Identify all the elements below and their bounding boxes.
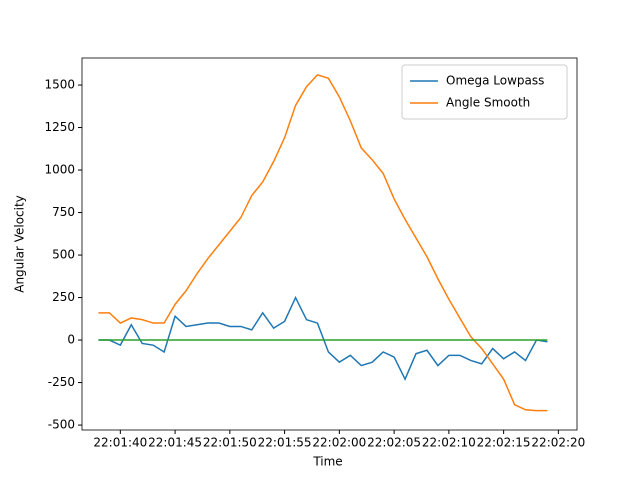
x-tick-label: 22:01:40 [93,436,147,450]
line-series [98,295,548,381]
y-tick-label: 750 [52,205,75,219]
x-tick-label: 22:02:15 [477,436,531,450]
y-axis-label: Angular Velocity [13,195,27,293]
y-tick-label: 250 [52,290,75,304]
y-tick-label: -250 [48,375,75,389]
x-tick-label: 22:02:05 [367,436,421,450]
y-tick-label: 1000 [44,163,75,177]
plot-frame [81,57,578,431]
x-tick-label: 22:01:50 [203,436,257,450]
x-tick-label: 22:02:00 [312,436,366,450]
x-axis-label: Time [312,455,342,469]
y-tick-label: 1500 [44,78,75,92]
x-tick-label: 22:01:45 [148,436,202,450]
y-tick-label: 500 [52,248,75,262]
line-series [98,73,548,412]
y-tick-label: 0 [67,333,75,347]
x-tick-label: 22:01:55 [258,436,312,450]
y-tick-label: 1250 [44,120,75,134]
x-tick-label: 22:02:10 [422,436,476,450]
y-tick-label: -500 [48,418,75,432]
legend-box [401,64,568,120]
legend-label: Omega Lowpass [446,74,544,88]
legend-label: Angle Smooth [446,96,530,110]
x-tick-label: 22:02:20 [531,436,585,450]
